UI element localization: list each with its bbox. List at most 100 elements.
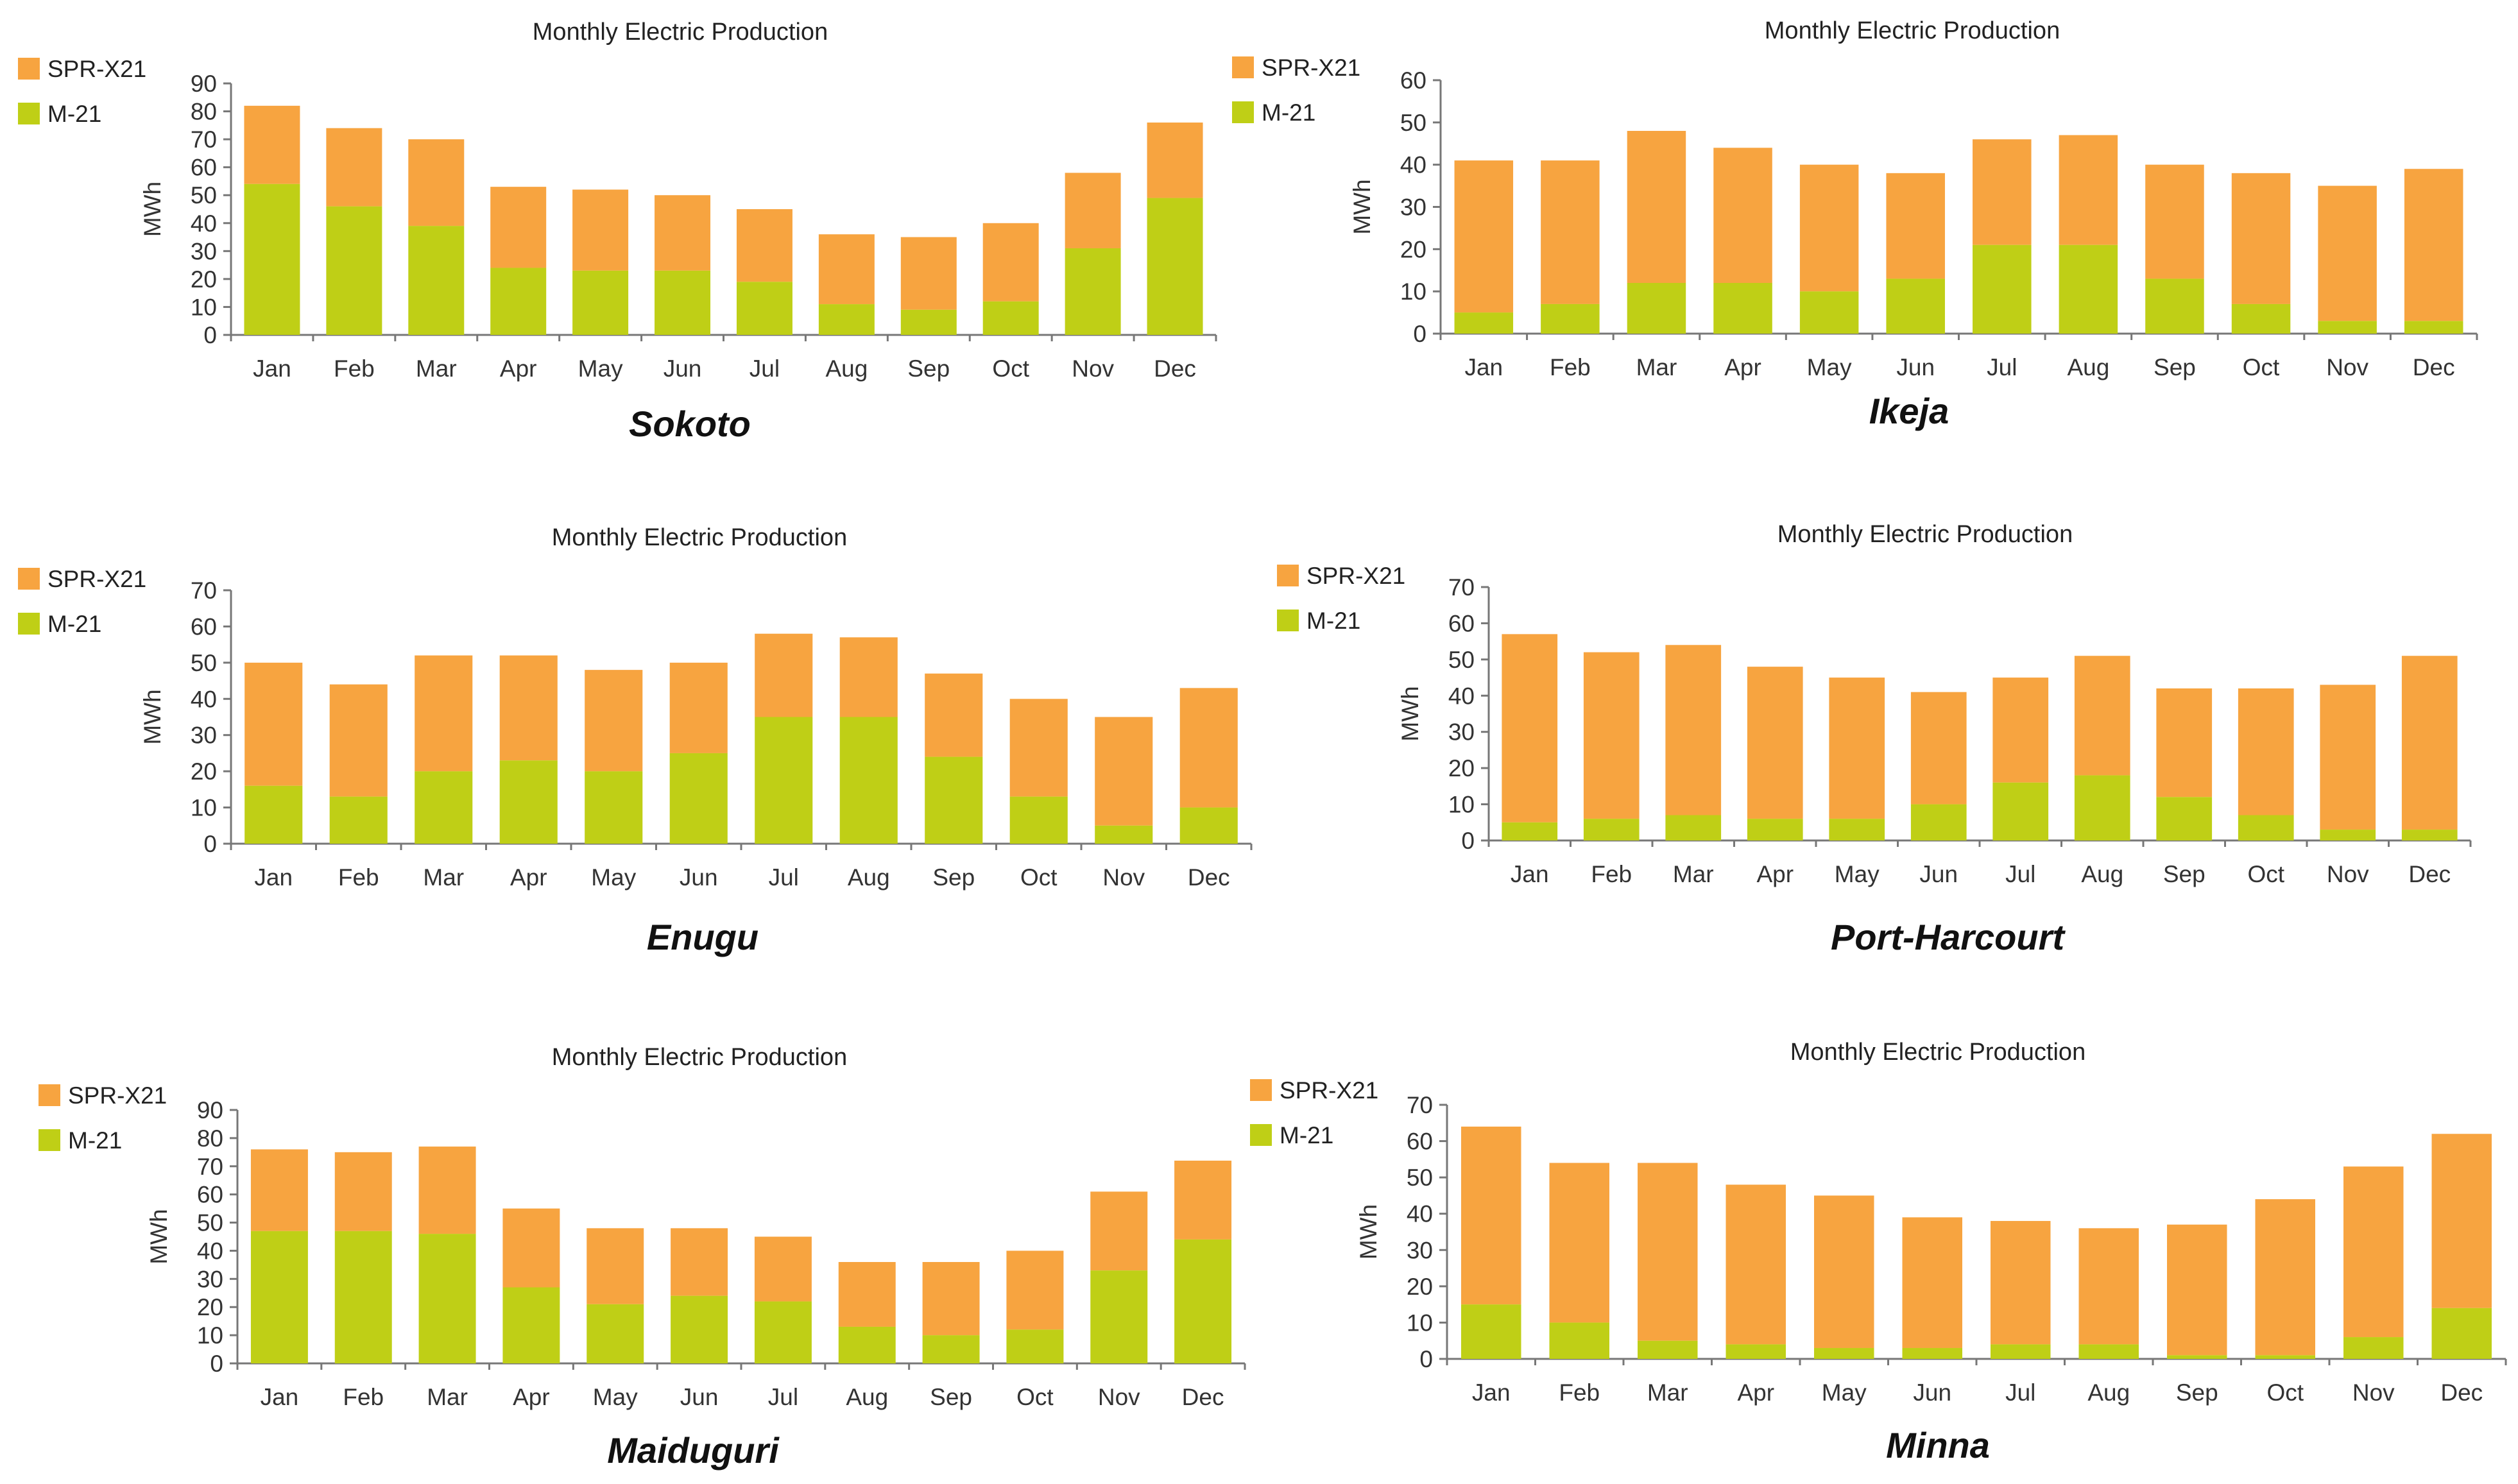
y-tick-label: 90 (191, 71, 217, 97)
x-tick-label: Dec (1154, 355, 1196, 382)
x-tick-label: Dec (2408, 861, 2451, 887)
bar-spr-x21-aug (2074, 656, 2130, 776)
bar-m-21-mar (1627, 283, 1686, 334)
bar-m-21-jul (1973, 244, 2032, 334)
bar-m-21-nov (1065, 248, 1121, 335)
x-tick-label: Sep (907, 355, 950, 382)
legend-swatch-m-21 (18, 613, 40, 635)
y-tick-label: 50 (191, 182, 217, 209)
y-tick-label: 40 (1400, 152, 1426, 178)
x-tick-label: Sep (2163, 861, 2205, 887)
bar-spr-x21-sep (900, 237, 957, 310)
x-tick-label: Aug (2087, 1379, 2130, 1406)
legend-swatch-m-21 (1232, 101, 1254, 123)
bar-spr-x21-may (1829, 678, 1885, 819)
bar-spr-x21-may (572, 189, 629, 271)
x-tick-label: May (578, 355, 623, 382)
x-tick-label: Jan (1464, 354, 1503, 380)
x-tick-label: Apr (500, 355, 537, 382)
bar-spr-x21-jul (736, 209, 792, 282)
legend-label: SPR-X21 (68, 1082, 167, 1109)
bar-spr-x21-dec (2431, 1134, 2492, 1308)
y-tick-label: 30 (1448, 719, 1475, 746)
bar-m-21-nov (1090, 1270, 1148, 1363)
bar-spr-x21-jun (671, 1228, 728, 1296)
bar-m-21-aug (839, 717, 898, 844)
legend-swatch-m-21 (39, 1129, 60, 1151)
bar-spr-x21-apr (490, 187, 547, 268)
bar-m-21-jul (755, 717, 813, 844)
y-tick-label: 0 (203, 322, 217, 348)
bar-m-21-sep (2167, 1355, 2227, 1359)
y-tick-label: 70 (191, 577, 217, 604)
x-tick-label: Jul (2005, 861, 2035, 887)
bar-spr-x21-may (587, 1228, 644, 1304)
x-tick-label: Dec (1182, 1384, 1224, 1410)
legend-label: M-21 (1280, 1122, 1333, 1148)
city-caption: Port-Harcourt (1831, 917, 2066, 957)
legend-label: SPR-X21 (47, 56, 146, 82)
chart-panel-enugu: Monthly Electric Production SPR-X21 M-21 0 1… (0, 500, 1277, 975)
bar-spr-x21-oct (982, 223, 1039, 302)
bar-spr-x21-jan (1461, 1126, 1521, 1305)
x-tick-label: May (1822, 1379, 1867, 1406)
bar-m-21-jan (244, 183, 300, 335)
x-tick-label: Jun (664, 355, 702, 382)
x-tick-label: Jul (749, 355, 780, 382)
city-caption: Ikeja (1869, 391, 1949, 431)
y-tick-label: 30 (197, 1266, 223, 1292)
legend-label: M-21 (1306, 608, 1360, 634)
y-tick-label: 20 (1448, 755, 1475, 781)
y-axis-label: MWh (1349, 179, 1375, 234)
bar-spr-x21-dec (2404, 169, 2463, 321)
y-tick-label: 0 (1461, 828, 1475, 854)
bar-spr-x21-jun (669, 662, 728, 753)
chart-svg: Monthly Electric Production SPR-X21 M-21 0 1… (1250, 1039, 2507, 1465)
bar-m-21-jan (250, 1231, 308, 1363)
bar-spr-x21-jan (244, 662, 303, 786)
legend-swatch-m-21 (1250, 1124, 1272, 1146)
bar-spr-x21-apr (502, 1208, 560, 1288)
bar-spr-x21-may (1814, 1195, 1874, 1349)
x-tick-label: Oct (1020, 864, 1058, 891)
chart-title: Monthly Electric Production (1765, 17, 2060, 44)
y-tick-label: 60 (197, 1182, 223, 1208)
x-tick-label: Nov (1098, 1384, 1140, 1410)
bar-m-21-oct (1006, 1329, 1064, 1363)
bar-spr-x21-may (585, 670, 643, 772)
bar-spr-x21-nov (2318, 185, 2377, 321)
x-tick-label: Feb (1591, 861, 1632, 887)
bar-m-21-apr (499, 760, 558, 844)
x-tick-label: Feb (338, 864, 379, 891)
y-tick-label: 70 (197, 1154, 223, 1180)
y-tick-label: 80 (197, 1125, 223, 1152)
y-tick-label: 30 (1400, 194, 1426, 221)
x-tick-label: Apr (513, 1384, 550, 1410)
y-tick-label: 40 (191, 686, 217, 712)
x-tick-label: Apr (1724, 354, 1761, 380)
x-tick-label: Nov (2327, 861, 2369, 887)
bar-m-21-oct (2255, 1355, 2315, 1359)
bar-m-21-aug (838, 1326, 896, 1363)
bar-m-21-mar (418, 1234, 476, 1363)
y-tick-label: 80 (191, 99, 217, 125)
bar-m-21-jun (1902, 1348, 1962, 1359)
y-tick-label: 20 (191, 758, 217, 785)
bar-m-21-may (585, 771, 643, 844)
bar-m-21-may (1799, 291, 1859, 334)
x-tick-label: Nov (2352, 1379, 2395, 1406)
city-caption: Maiduguri (607, 1430, 780, 1471)
bar-m-21-sep (922, 1335, 980, 1363)
chart-title: Monthly Electric Production (1777, 521, 2073, 548)
x-tick-label: Nov (1072, 355, 1114, 382)
bar-spr-x21-nov (1095, 717, 1153, 826)
x-tick-label: Mar (427, 1384, 468, 1410)
x-tick-label: Jan (261, 1384, 299, 1410)
x-tick-label: Sep (2154, 354, 2196, 380)
bar-m-21-oct (1009, 796, 1068, 844)
bar-m-21-apr (1713, 283, 1772, 334)
x-tick-label: Apr (510, 864, 547, 891)
x-tick-label: Jun (1913, 1379, 1951, 1406)
y-tick-label: 70 (1448, 574, 1475, 601)
